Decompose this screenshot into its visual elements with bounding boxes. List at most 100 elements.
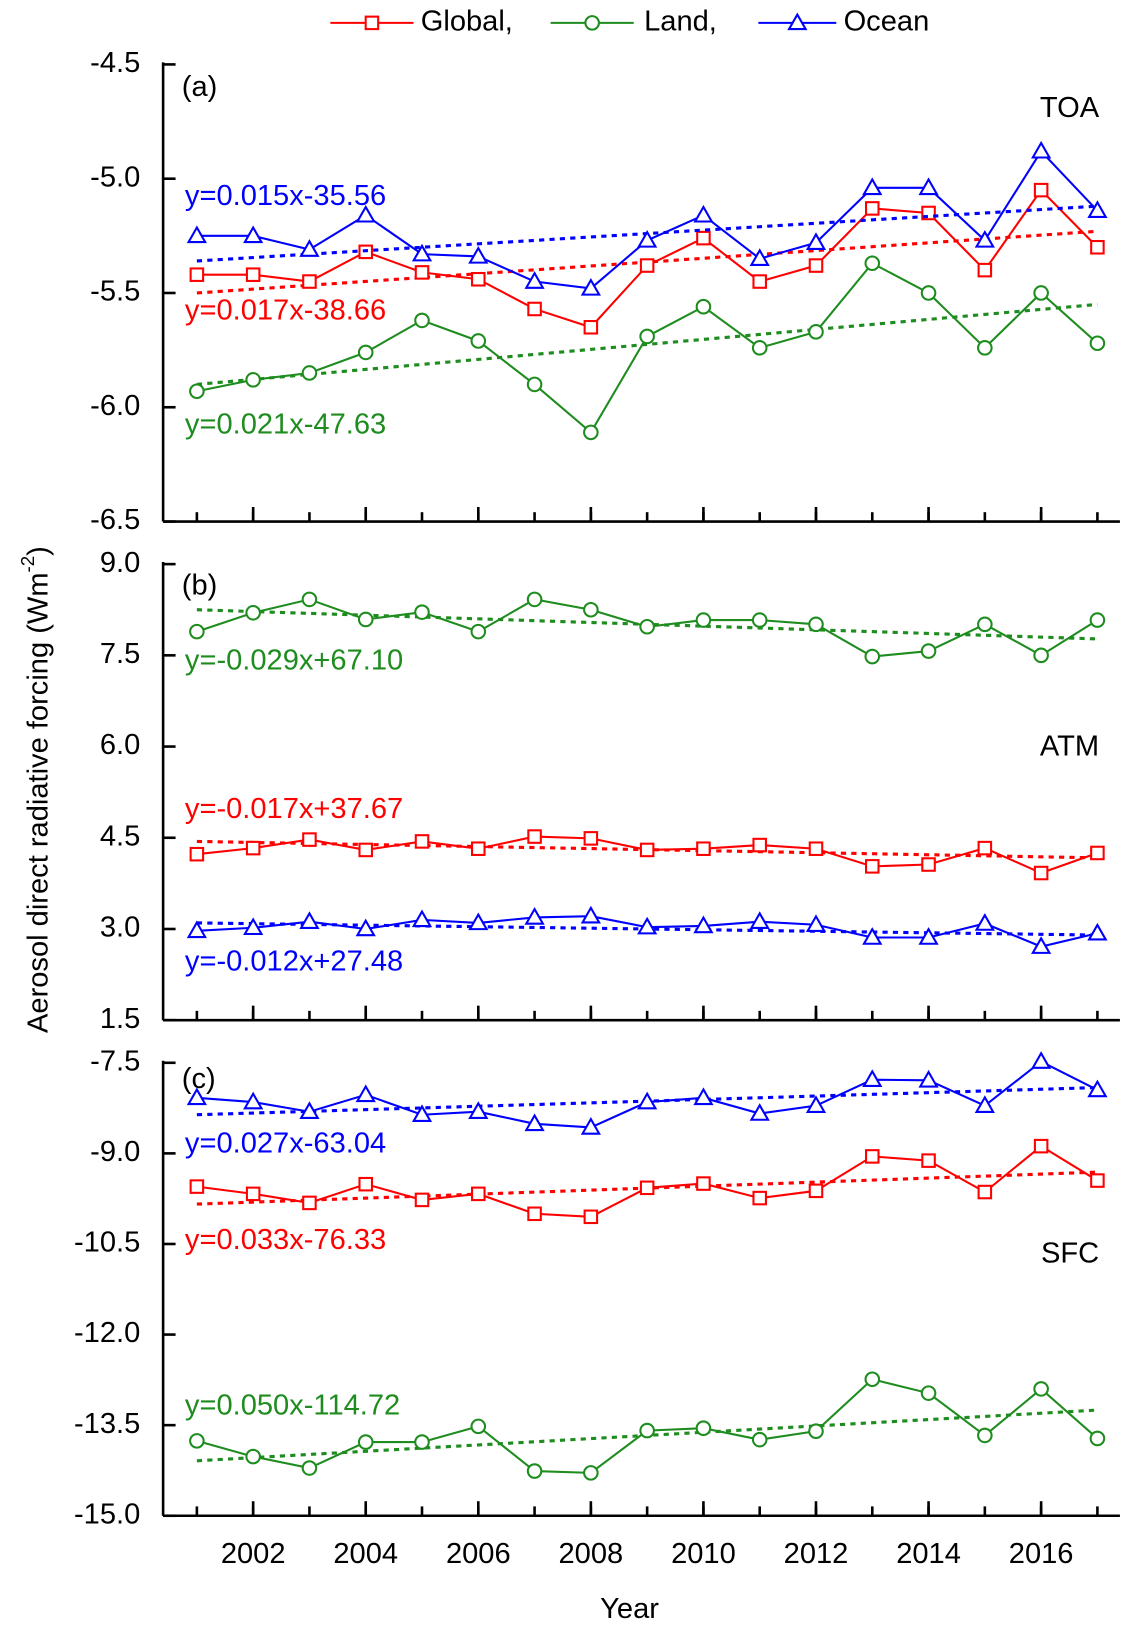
x-tick-label: 2006 (446, 1538, 511, 1570)
marker (471, 1186, 486, 1202)
marker (787, 12, 808, 31)
marker (1031, 1051, 1052, 1069)
marker (752, 274, 767, 289)
trend-equation: y=-0.029x+67.10 (185, 644, 403, 676)
marker (470, 623, 487, 640)
marker (808, 841, 824, 856)
marker (977, 1427, 993, 1444)
marker (1033, 647, 1049, 664)
marker (749, 1103, 770, 1121)
marker (1090, 845, 1105, 861)
marker (414, 312, 430, 329)
y-tick-label: 4.5 (100, 820, 140, 852)
marker (299, 911, 320, 929)
marker (301, 591, 318, 608)
marker (411, 1104, 433, 1123)
y-tick-label: 6.0 (100, 729, 140, 761)
marker (696, 841, 711, 856)
marker (808, 258, 824, 273)
trend-equation: y=-0.017x+37.67 (185, 793, 403, 825)
y-tick-label: 9.0 (100, 547, 140, 579)
marker (920, 285, 937, 301)
marker (302, 832, 317, 847)
marker (189, 1179, 205, 1194)
legend-label: Global, (421, 6, 513, 38)
marker (468, 1101, 489, 1119)
marker (580, 278, 601, 296)
y-tick-label: -12.0 (74, 1317, 140, 1349)
marker (243, 1091, 264, 1110)
marker (693, 204, 714, 223)
marker (186, 920, 207, 939)
marker (862, 927, 883, 945)
trend-equation: y=0.017x-38.66 (185, 294, 386, 326)
marker (301, 365, 318, 381)
marker (920, 1385, 937, 1401)
marker (808, 1423, 824, 1439)
marker (977, 616, 993, 633)
y-axis-label-end: ) (22, 546, 54, 556)
marker (865, 859, 880, 874)
marker (1033, 865, 1049, 881)
marker (862, 177, 883, 196)
marker (527, 1206, 542, 1222)
marker (977, 840, 993, 856)
marker (583, 424, 599, 441)
marker (583, 1465, 599, 1481)
marker (355, 918, 376, 937)
marker (1087, 922, 1108, 941)
marker (1031, 140, 1052, 159)
marker (243, 917, 264, 936)
y-tick-label: -7.5 (90, 1045, 140, 1077)
marker (524, 271, 545, 289)
marker (864, 255, 881, 272)
trend-equation: y=0.021x-47.63 (185, 409, 386, 441)
marker (471, 841, 486, 856)
marker (865, 1149, 880, 1164)
marker (752, 1190, 767, 1206)
y-tick-label: -5.0 (90, 161, 140, 193)
region-label: TOA (1040, 92, 1100, 124)
marker (301, 1460, 318, 1476)
marker (639, 258, 655, 273)
marker (245, 267, 261, 282)
marker (470, 1418, 487, 1435)
marker (414, 1434, 430, 1450)
marker (918, 177, 939, 196)
marker (864, 648, 881, 665)
y-tick-label: -6.5 (90, 504, 140, 536)
marker (639, 1422, 655, 1439)
marker (639, 618, 655, 635)
marker (1087, 200, 1108, 218)
trend-equation: y=0.050x-114.72 (185, 1389, 400, 1421)
x-tick-label: 2004 (333, 1538, 398, 1570)
marker (862, 1069, 883, 1087)
marker (696, 1176, 711, 1191)
panel-label: (c) (182, 1063, 216, 1095)
marker (752, 837, 767, 853)
marker (1033, 1138, 1049, 1154)
x-tick-label: 2008 (559, 1538, 624, 1570)
marker (302, 1195, 317, 1211)
marker (749, 911, 770, 929)
marker (189, 846, 205, 862)
marker (189, 383, 205, 400)
marker (526, 1463, 543, 1479)
x-tick-label: 2010 (671, 1538, 736, 1570)
x-tick-label: 2016 (1009, 1538, 1074, 1570)
marker (805, 1095, 827, 1113)
y-tick-label: 7.5 (100, 638, 140, 670)
marker (526, 591, 543, 608)
y-tick-label: -4.5 (90, 47, 140, 79)
marker (583, 831, 599, 846)
y-tick-label: -10.5 (74, 1227, 140, 1259)
marker (974, 1095, 995, 1113)
marker (1090, 239, 1105, 255)
marker (583, 319, 599, 335)
marker (639, 1180, 655, 1196)
marker (358, 1176, 373, 1192)
marker (189, 1433, 205, 1449)
marker (527, 829, 542, 844)
